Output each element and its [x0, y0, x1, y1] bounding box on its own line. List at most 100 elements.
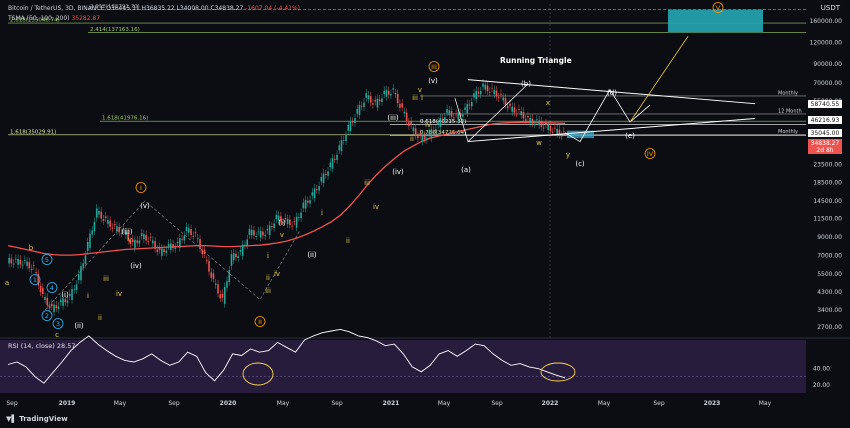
tv-logo-icon: ▼▌: [6, 415, 17, 423]
circled-label-text: 4: [50, 284, 54, 292]
price-tag-bg: [808, 129, 842, 137]
candle-body: [154, 241, 156, 249]
candle-body: [129, 241, 132, 244]
candle-body: [549, 125, 552, 132]
price-tag-text: 58740.55: [811, 101, 840, 108]
candle-body: [304, 200, 307, 209]
x-tick-label: 2023: [704, 400, 721, 407]
candle-body: [414, 128, 417, 136]
candle-body: [226, 281, 228, 288]
fib-level-label: 2.618(155046.74): [10, 18, 60, 24]
candle-body: [502, 97, 505, 101]
candle-body: [408, 122, 410, 126]
candle-body: [86, 241, 89, 251]
candle-body: [338, 145, 341, 151]
fib-level-label: 1.618(41976.16): [102, 116, 148, 122]
candle-body: [365, 93, 368, 98]
wave-label: iii: [364, 179, 370, 187]
candle-body: [396, 93, 399, 104]
candle-body: [228, 270, 231, 282]
circled-wave-label: V: [712, 2, 724, 13]
candle-body: [533, 124, 536, 125]
candle-body: [531, 118, 534, 124]
candle-body: [381, 98, 383, 103]
triangle-projection: [564, 88, 651, 143]
candle-body: [98, 210, 100, 215]
wave-label: i: [421, 94, 423, 102]
x-tick-label: May: [759, 400, 772, 407]
fib-level-label: 0.786(34726.04): [420, 130, 466, 136]
candle-body: [183, 235, 186, 241]
x-tick-label: Sep: [491, 400, 503, 407]
candle-body: [244, 244, 246, 246]
candle-body: [104, 216, 107, 219]
x-tick-label: 2022: [542, 400, 559, 407]
candle-body: [264, 234, 266, 237]
ma-line: [7, 121, 566, 256]
circled-wave-label: 2: [41, 310, 53, 321]
candle-body: [42, 287, 44, 294]
candle-body: [473, 93, 475, 98]
label-circle: [41, 310, 53, 321]
candle-body: [298, 217, 300, 219]
candle-body: [318, 186, 320, 191]
candle-body: [55, 305, 58, 309]
candle-body: [363, 102, 365, 108]
label-circle: [29, 274, 41, 285]
candle-body: [15, 258, 17, 260]
candle-body: [59, 299, 62, 303]
label-circle: [428, 61, 440, 72]
candle-body: [66, 300, 69, 303]
candle-body: [125, 232, 127, 236]
watermark-text: TradingView: [19, 415, 68, 423]
candle-body: [113, 224, 116, 226]
target-zones: [567, 9, 763, 139]
candle-body: [455, 113, 457, 115]
circled-label-text: I: [140, 184, 142, 192]
candle-body: [464, 107, 466, 110]
candle-body: [172, 244, 174, 249]
wave-label: a: [5, 279, 9, 287]
wave-label: (a): [461, 166, 471, 174]
fib-level-label: 1.618(35029.91): [10, 129, 56, 135]
candle-body: [417, 136, 419, 139]
candle-body: [230, 254, 233, 266]
ma-label: TSMA (50, 100, 200): [8, 15, 70, 22]
candle-body: [500, 93, 502, 95]
candle-body: [248, 229, 251, 235]
currency-label[interactable]: USDT: [820, 4, 840, 12]
candle-body: [140, 233, 143, 237]
rsi-highlight-ellipse: [540, 362, 576, 382]
candle-body: [302, 202, 305, 209]
candle-body: [89, 233, 91, 248]
price-tag-text: 2d 8h: [816, 147, 833, 154]
candle-body: [255, 236, 257, 237]
y-tick-label: 90000.00: [813, 61, 842, 68]
y-tick-label: 5500.00: [817, 271, 842, 278]
wave-label: b: [29, 244, 34, 252]
wave-label: (v): [140, 202, 150, 210]
candle-body: [239, 249, 242, 252]
ohlc-high: H36835.22: [141, 5, 175, 12]
candle-body: [194, 232, 197, 234]
tradingview-logo: ▼▌ TradingView: [6, 415, 68, 423]
candle-body: [163, 249, 165, 253]
candle-body: [12, 263, 15, 265]
candle-body: [35, 272, 37, 274]
circled-label-text: 3: [56, 320, 60, 328]
candle-body: [369, 96, 372, 103]
wave-label: (ii): [307, 251, 317, 259]
wave-label: x: [546, 99, 550, 107]
circled-label-text: IV: [647, 150, 654, 158]
candle-body: [181, 238, 183, 240]
circled-label-text: V: [716, 4, 721, 12]
candle-body: [351, 121, 354, 123]
candle-body: [462, 114, 464, 117]
candle-body: [48, 306, 51, 309]
candle-body: [152, 240, 154, 244]
x-tick-label: May: [277, 400, 290, 407]
ohlc-low: L34008.00: [176, 5, 209, 12]
candle-body: [522, 111, 525, 119]
wave-label: (i): [278, 219, 286, 227]
candle-body: [250, 229, 253, 236]
